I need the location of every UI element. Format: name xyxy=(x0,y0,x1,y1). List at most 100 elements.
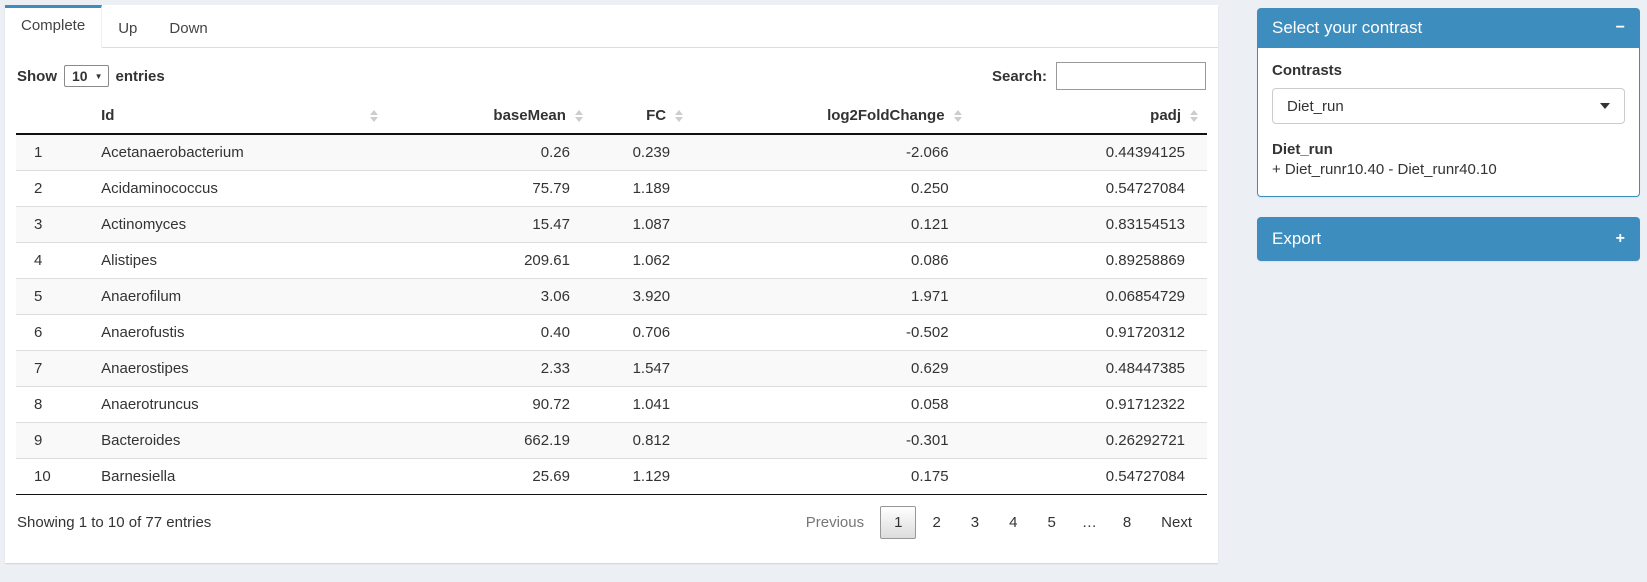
sort-icon xyxy=(675,109,684,122)
select-caret-icon: ▼ xyxy=(94,71,103,81)
cell-fc: 1.087 xyxy=(591,206,693,243)
export-panel-title: Export xyxy=(1272,229,1322,248)
cell-padj: 0.91712322 xyxy=(970,386,1207,423)
contrast-select[interactable]: Diet_run xyxy=(1272,88,1625,124)
cell-basemean: 0.40 xyxy=(386,314,592,351)
table-row: 10 Barnesiella 25.69 1.129 0.175 0.54727084 xyxy=(16,458,1207,495)
results-table: Id baseMean FC log2FoldChange xyxy=(16,98,1207,495)
sort-icon xyxy=(1190,109,1198,122)
collapse-minus-icon[interactable]: − xyxy=(1615,19,1625,36)
cell-id: Anaerofustis xyxy=(91,314,387,351)
caret-down-icon xyxy=(1600,103,1610,109)
cell-id: Actinomyces xyxy=(91,206,387,243)
cell-log2foldchange: 0.121 xyxy=(692,206,971,243)
cell-id: Bacteroides xyxy=(91,422,387,459)
pagination-page-5[interactable]: 5 xyxy=(1047,514,1056,531)
pagination-page-4[interactable]: 4 xyxy=(1009,514,1018,531)
tab-down[interactable]: Down xyxy=(169,20,208,37)
cell-rownum: 1 xyxy=(34,144,43,161)
sort-icon xyxy=(574,109,583,122)
collapse-plus-icon[interactable]: + xyxy=(1615,230,1625,247)
tab-complete[interactable]: Complete xyxy=(5,5,103,48)
cell-padj: 0.44394125 xyxy=(1105,144,1185,161)
header-id[interactable]: Id xyxy=(91,98,387,135)
cell-log2foldchange: -0.301 xyxy=(692,422,971,459)
pagination-page-1[interactable]: 1 xyxy=(880,506,917,539)
results-tabbox: Complete Up Down Show 10 ▼ entries Searc… xyxy=(5,5,1218,563)
cell-rownum: 4 xyxy=(16,242,92,279)
contrasts-label: Contrasts xyxy=(1272,62,1343,79)
pagination-page-2[interactable]: 2 xyxy=(932,514,941,531)
cell-padj: 0.06854729 xyxy=(970,278,1207,315)
search-label: Search: xyxy=(991,67,1047,85)
cell-basemean: 75.79 xyxy=(386,170,592,207)
cell-basemean: 209.61 xyxy=(386,242,592,279)
cell-fc: 0.706 xyxy=(591,314,693,351)
show-label: Show xyxy=(17,67,57,85)
sort-icon xyxy=(953,109,962,122)
contrast-panel-header[interactable]: Select your contrast − xyxy=(1257,8,1640,48)
cell-basemean: 0.26 xyxy=(540,144,570,161)
search-control: Search: xyxy=(992,62,1206,90)
show-entries-control: Show 10 ▼ entries xyxy=(17,65,165,87)
cell-basemean: 3.06 xyxy=(386,278,592,315)
cell-rownum: 6 xyxy=(16,314,92,351)
cell-log2foldchange: 0.629 xyxy=(692,350,971,387)
contrast-panel: Select your contrast − Contrasts Diet_ru… xyxy=(1257,8,1640,197)
table-info: Showing 1 to 10 of 77 entries xyxy=(17,514,212,531)
cell-basemean: 25.69 xyxy=(386,458,592,495)
export-panel-header[interactable]: Export + xyxy=(1257,217,1640,261)
cell-log2foldchange: 0.058 xyxy=(692,386,971,423)
pagination-previous[interactable]: Previous xyxy=(805,514,865,531)
cell-basemean: 15.47 xyxy=(386,206,592,243)
cell-padj: 0.54727084 xyxy=(970,170,1207,207)
table-row: 4 Alistipes 209.61 1.062 0.086 0.89258869 xyxy=(16,242,1207,279)
datatable-footer: Showing 1 to 10 of 77 entries Previous 1 2… xyxy=(16,495,1207,550)
header-log2foldchange[interactable]: log2FoldChange xyxy=(692,98,971,135)
tab-up[interactable]: Up xyxy=(118,20,138,37)
search-input[interactable] xyxy=(1056,62,1206,90)
contrast-formula: + Diet_runr10.40 - Diet_runr40.10 xyxy=(1272,161,1497,178)
cell-fc: 1.129 xyxy=(591,458,693,495)
pagination-next[interactable]: Next xyxy=(1161,514,1192,531)
pagination-ellipsis: … xyxy=(1081,514,1097,531)
table-row: 8 Anaerotruncus 90.72 1.041 0.058 0.91712322 xyxy=(16,386,1207,423)
header-fc[interactable]: FC xyxy=(591,98,693,135)
cell-fc: 1.041 xyxy=(591,386,693,423)
cell-fc: 3.920 xyxy=(591,278,693,315)
table-row: 1 Acetanaerobacterium 0.26 0.239 -2.066 0.443… xyxy=(16,134,1207,171)
sort-icon xyxy=(369,109,378,122)
cell-id: Anaerofilum xyxy=(91,278,387,315)
cell-rownum: 5 xyxy=(16,278,92,315)
right-sidebar: Select your contrast − Contrasts Diet_ru… xyxy=(1257,8,1640,281)
cell-id: Anaerostipes xyxy=(91,350,387,387)
page-size-value: 10 xyxy=(72,68,88,84)
cell-basemean: 662.19 xyxy=(386,422,592,459)
pagination-page-8[interactable]: 8 xyxy=(1122,514,1132,531)
cell-fc: 1.062 xyxy=(591,242,693,279)
header-rownum xyxy=(16,98,92,135)
table-row: 5 Anaerofilum 3.06 3.920 1.971 0.06854729 xyxy=(16,278,1207,315)
tab-content: Show 10 ▼ entries Search: xyxy=(5,48,1218,550)
cell-rownum: 7 xyxy=(16,350,92,387)
page-size-select[interactable]: 10 ▼ xyxy=(64,65,109,87)
entries-label: entries xyxy=(115,67,165,85)
header-basemean[interactable]: baseMean xyxy=(386,98,592,135)
cell-log2foldchange: 0.086 xyxy=(692,242,971,279)
cell-fc: 0.812 xyxy=(591,422,693,459)
header-padj[interactable]: padj xyxy=(970,98,1207,135)
cell-log2foldchange: -2.066 xyxy=(906,144,949,161)
cell-rownum: 2 xyxy=(16,170,92,207)
cell-log2foldchange: 0.250 xyxy=(692,170,971,207)
cell-id: Acidaminococcus xyxy=(91,170,387,207)
cell-fc: 1.189 xyxy=(591,170,693,207)
pagination-page-3[interactable]: 3 xyxy=(970,514,980,531)
contrast-panel-body: Contrasts Diet_run Diet_run + Diet_runr1… xyxy=(1257,48,1640,197)
cell-rownum: 8 xyxy=(16,386,92,423)
cell-id: Alistipes xyxy=(91,242,387,279)
cell-rownum: 10 xyxy=(16,458,92,495)
cell-id: Anaerotruncus xyxy=(91,386,387,423)
export-panel: Export + xyxy=(1257,217,1640,261)
cell-padj: 0.54727084 xyxy=(970,458,1207,495)
cell-padj: 0.89258869 xyxy=(970,242,1207,279)
